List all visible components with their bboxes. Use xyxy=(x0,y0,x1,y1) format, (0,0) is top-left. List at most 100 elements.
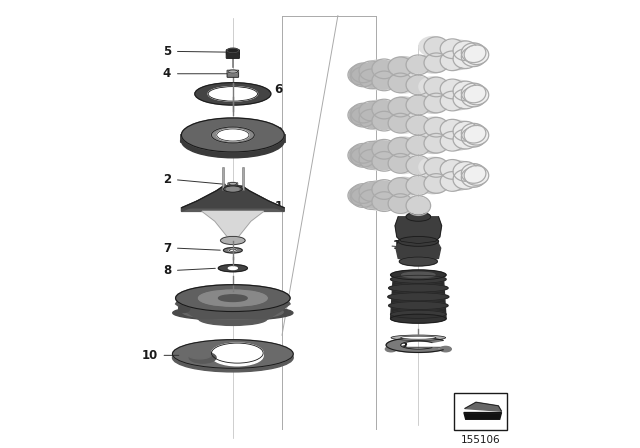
Ellipse shape xyxy=(229,249,236,251)
Text: 4: 4 xyxy=(163,67,171,80)
Text: 9: 9 xyxy=(275,295,283,308)
FancyBboxPatch shape xyxy=(227,70,239,78)
Ellipse shape xyxy=(350,107,378,127)
Ellipse shape xyxy=(360,62,383,79)
Ellipse shape xyxy=(373,153,396,170)
Ellipse shape xyxy=(350,67,378,86)
Ellipse shape xyxy=(465,167,488,184)
Ellipse shape xyxy=(173,340,293,368)
Ellipse shape xyxy=(211,346,263,366)
Ellipse shape xyxy=(373,73,396,89)
Ellipse shape xyxy=(227,51,239,56)
Ellipse shape xyxy=(401,336,436,339)
Ellipse shape xyxy=(459,87,486,107)
Ellipse shape xyxy=(211,133,254,149)
Ellipse shape xyxy=(425,159,447,176)
Ellipse shape xyxy=(373,193,396,210)
Ellipse shape xyxy=(463,85,484,101)
Ellipse shape xyxy=(221,237,245,245)
Text: 6: 6 xyxy=(275,83,283,96)
Ellipse shape xyxy=(173,343,293,372)
Ellipse shape xyxy=(407,177,429,194)
Ellipse shape xyxy=(398,237,438,246)
Ellipse shape xyxy=(390,314,446,323)
Ellipse shape xyxy=(227,187,239,191)
Ellipse shape xyxy=(198,312,267,325)
Ellipse shape xyxy=(360,70,383,87)
Polygon shape xyxy=(233,185,243,190)
Polygon shape xyxy=(181,189,284,211)
Ellipse shape xyxy=(223,248,242,253)
Ellipse shape xyxy=(442,40,463,57)
Text: 10: 10 xyxy=(141,349,157,362)
Ellipse shape xyxy=(463,165,484,182)
Text: 2: 2 xyxy=(163,173,171,186)
Ellipse shape xyxy=(459,167,486,187)
Ellipse shape xyxy=(373,113,396,129)
Ellipse shape xyxy=(211,343,263,363)
Ellipse shape xyxy=(407,117,429,134)
Ellipse shape xyxy=(350,187,378,207)
Ellipse shape xyxy=(217,129,249,141)
Ellipse shape xyxy=(463,44,484,61)
Ellipse shape xyxy=(360,103,383,120)
Ellipse shape xyxy=(352,65,374,81)
Ellipse shape xyxy=(463,129,484,146)
Ellipse shape xyxy=(454,171,477,188)
Ellipse shape xyxy=(350,63,378,83)
Ellipse shape xyxy=(365,181,392,200)
Ellipse shape xyxy=(360,183,383,200)
Ellipse shape xyxy=(390,114,418,134)
Ellipse shape xyxy=(407,157,429,174)
Ellipse shape xyxy=(188,349,212,359)
Ellipse shape xyxy=(454,43,477,59)
Ellipse shape xyxy=(373,181,396,198)
Ellipse shape xyxy=(442,161,463,178)
Ellipse shape xyxy=(218,265,248,272)
Ellipse shape xyxy=(390,310,446,319)
Text: 13: 13 xyxy=(393,341,409,354)
Ellipse shape xyxy=(444,50,472,69)
Ellipse shape xyxy=(454,131,477,147)
Ellipse shape xyxy=(444,130,472,150)
Ellipse shape xyxy=(389,99,412,116)
Ellipse shape xyxy=(442,52,463,69)
Ellipse shape xyxy=(360,111,383,128)
Ellipse shape xyxy=(352,145,374,162)
Ellipse shape xyxy=(454,82,477,99)
Ellipse shape xyxy=(388,284,448,292)
Ellipse shape xyxy=(365,100,392,120)
Ellipse shape xyxy=(442,121,463,138)
Text: 155106: 155106 xyxy=(461,435,500,445)
Ellipse shape xyxy=(442,81,463,97)
Ellipse shape xyxy=(390,270,446,280)
Ellipse shape xyxy=(390,194,418,214)
Ellipse shape xyxy=(197,306,268,317)
Ellipse shape xyxy=(442,173,463,190)
Text: 3: 3 xyxy=(275,126,282,139)
Ellipse shape xyxy=(454,123,477,139)
Ellipse shape xyxy=(463,89,484,105)
Ellipse shape xyxy=(444,90,472,110)
Ellipse shape xyxy=(349,66,371,83)
Ellipse shape xyxy=(218,295,247,302)
Ellipse shape xyxy=(352,185,374,202)
Polygon shape xyxy=(396,241,441,262)
Ellipse shape xyxy=(195,83,271,105)
Ellipse shape xyxy=(388,302,448,310)
Text: 5: 5 xyxy=(163,45,171,58)
Polygon shape xyxy=(386,338,443,353)
Ellipse shape xyxy=(459,43,486,63)
Ellipse shape xyxy=(390,177,418,197)
Ellipse shape xyxy=(454,51,477,67)
Ellipse shape xyxy=(227,48,239,53)
Polygon shape xyxy=(181,185,284,208)
Ellipse shape xyxy=(365,110,392,130)
Ellipse shape xyxy=(179,304,190,312)
Polygon shape xyxy=(390,275,446,319)
Ellipse shape xyxy=(425,78,447,95)
Ellipse shape xyxy=(352,105,374,121)
Polygon shape xyxy=(202,211,264,241)
Ellipse shape xyxy=(211,127,254,143)
Ellipse shape xyxy=(465,47,488,63)
